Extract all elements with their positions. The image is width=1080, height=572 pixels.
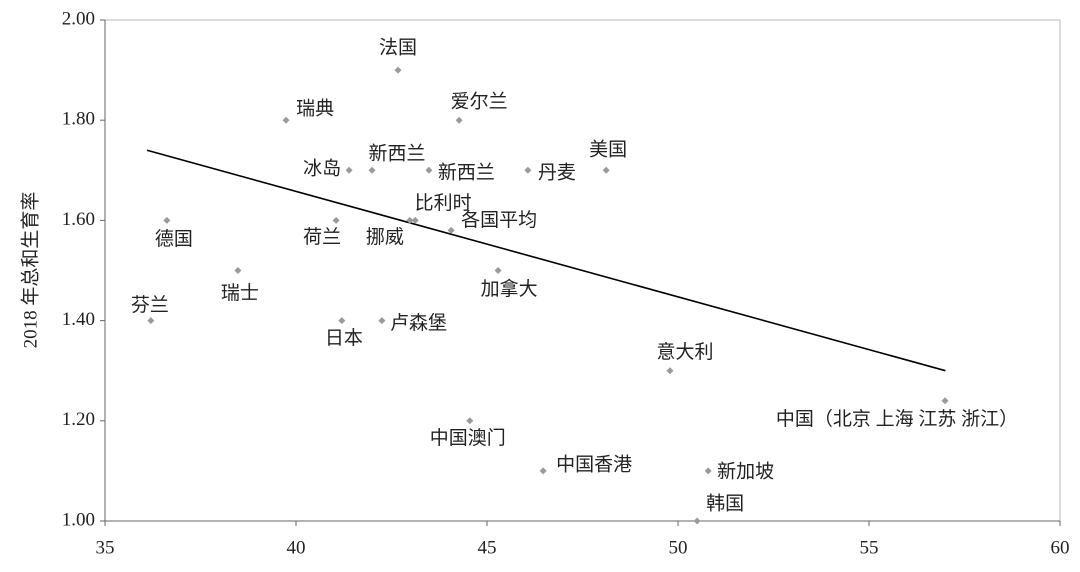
point-label: 美国 — [589, 139, 627, 161]
point — [406, 216, 414, 224]
point — [693, 517, 701, 525]
point — [425, 166, 433, 174]
point — [494, 267, 502, 274]
y-tick-label: 1.00 — [62, 509, 95, 530]
y-tick-label: 2.00 — [62, 8, 95, 29]
y-tick-label: 1.20 — [62, 409, 95, 430]
point-label: 日本 — [325, 327, 363, 349]
point-label: 中国香港 — [556, 453, 632, 475]
point — [704, 467, 712, 475]
point-label: 法国 — [379, 36, 417, 58]
point-label: 加拿大 — [481, 277, 538, 300]
point-label: 中国澳门 — [430, 427, 506, 449]
trend-line — [146, 149, 946, 372]
point-label: 挪威 — [366, 226, 404, 248]
point-label: 瑞典 — [296, 98, 334, 120]
point-label: 荷兰 — [303, 226, 341, 248]
y-tick-label: 1.40 — [62, 309, 95, 330]
point — [332, 216, 340, 224]
point — [234, 267, 242, 274]
y-tick-label: 1.80 — [62, 109, 95, 130]
point — [524, 166, 532, 174]
point-label: 冰岛 — [303, 158, 341, 180]
point — [666, 367, 674, 375]
point-label: 新加坡 — [717, 460, 774, 482]
point — [447, 226, 455, 234]
x-tick-label: 55 — [860, 537, 879, 558]
point-label: 比利时 — [415, 192, 472, 214]
point — [539, 467, 547, 475]
y-axis-label: 2018 年总和生育率 — [19, 192, 41, 349]
point-label: 卢森堡 — [390, 312, 447, 334]
point — [147, 317, 155, 325]
x-tick-label: 50 — [669, 537, 688, 558]
point-label: 芬兰 — [131, 294, 169, 316]
point-label: 新西兰 — [369, 143, 426, 165]
x-tick-label: 45 — [478, 537, 497, 558]
point-label: 中国（北京 上海 江苏 浙江） — [776, 408, 1018, 430]
point — [378, 317, 386, 325]
point-label: 瑞士 — [221, 282, 259, 304]
x-tick-label: 40 — [287, 537, 306, 558]
point — [282, 116, 290, 124]
point — [466, 417, 474, 425]
point-label: 爱尔兰 — [451, 91, 508, 113]
point — [163, 216, 171, 224]
point — [338, 317, 346, 325]
point-label: 德国 — [155, 228, 193, 250]
point — [394, 66, 402, 74]
point-label: 新西兰 — [438, 162, 495, 184]
point — [411, 216, 419, 224]
point — [345, 166, 353, 174]
point — [602, 166, 610, 174]
x-tick-label: 35 — [96, 537, 115, 558]
y-tick-label: 1.60 — [62, 209, 95, 230]
x-tick-label: 60 — [1051, 537, 1070, 558]
point — [941, 397, 949, 405]
point-label: 丹麦 — [538, 162, 576, 184]
point-label: 意大利 — [656, 341, 713, 363]
point — [455, 116, 463, 124]
point — [368, 166, 376, 174]
point-label: 韩国 — [706, 492, 744, 514]
point-label: 各国平均 — [461, 209, 537, 231]
